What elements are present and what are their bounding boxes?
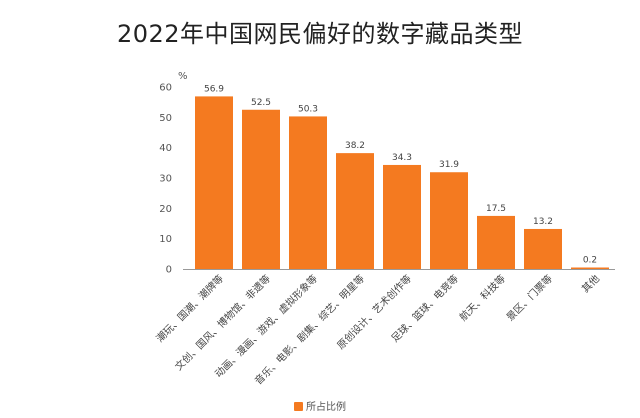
value-label: 31.9 — [439, 160, 459, 170]
category-label: 其他 — [579, 272, 602, 295]
value-label: 38.2 — [345, 141, 365, 151]
y-tick-label: 40 — [159, 143, 172, 154]
value-label: 17.5 — [486, 204, 506, 214]
value-label: 52.5 — [251, 98, 271, 108]
value-label: 34.3 — [392, 153, 412, 163]
bar — [524, 228, 562, 269]
y-axis-ticks: 0 10 20 30 40 50 60 — [159, 83, 172, 276]
y-tick-label: 60 — [159, 83, 172, 94]
bar — [477, 215, 515, 269]
value-labels: 56.9 52.5 50.3 38.2 34.3 31.9 17.5 13.2 0.2 — [204, 84, 597, 265]
chart-title: 2022年中国网民偏好的数字藏品类型 — [116, 20, 524, 48]
value-label: 0.2 — [583, 256, 597, 266]
bars — [195, 96, 609, 269]
legend: 所占比例 — [0, 398, 640, 413]
y-tick-label: 20 — [159, 204, 172, 215]
y-axis-unit: % — [178, 71, 188, 82]
bar — [571, 267, 609, 269]
category-labels: 潮玩、国潮、潮牌等文创、国风、博物馆、非遗等动画、漫画、游戏、虚拟形象等音乐、电… — [153, 272, 602, 387]
legend-label: 所占比例 — [306, 402, 346, 413]
value-label: 56.9 — [204, 84, 224, 94]
y-tick-label: 30 — [159, 174, 172, 185]
y-tick-label: 0 — [166, 265, 172, 276]
bar — [336, 153, 374, 269]
bar — [195, 96, 233, 269]
bar — [430, 172, 468, 269]
bar — [242, 109, 280, 269]
category-label: 航天、科技等 — [457, 272, 509, 324]
bar — [289, 116, 327, 269]
value-label: 13.2 — [533, 217, 553, 227]
y-tick-label: 50 — [159, 113, 172, 124]
category-label: 景区、门票等 — [504, 272, 556, 324]
category-label: 文创、国风、博物馆、非遗等 — [172, 272, 273, 373]
legend-swatch — [294, 402, 303, 411]
value-label: 50.3 — [298, 104, 318, 114]
y-tick-label: 10 — [159, 234, 172, 245]
bar — [383, 164, 421, 269]
